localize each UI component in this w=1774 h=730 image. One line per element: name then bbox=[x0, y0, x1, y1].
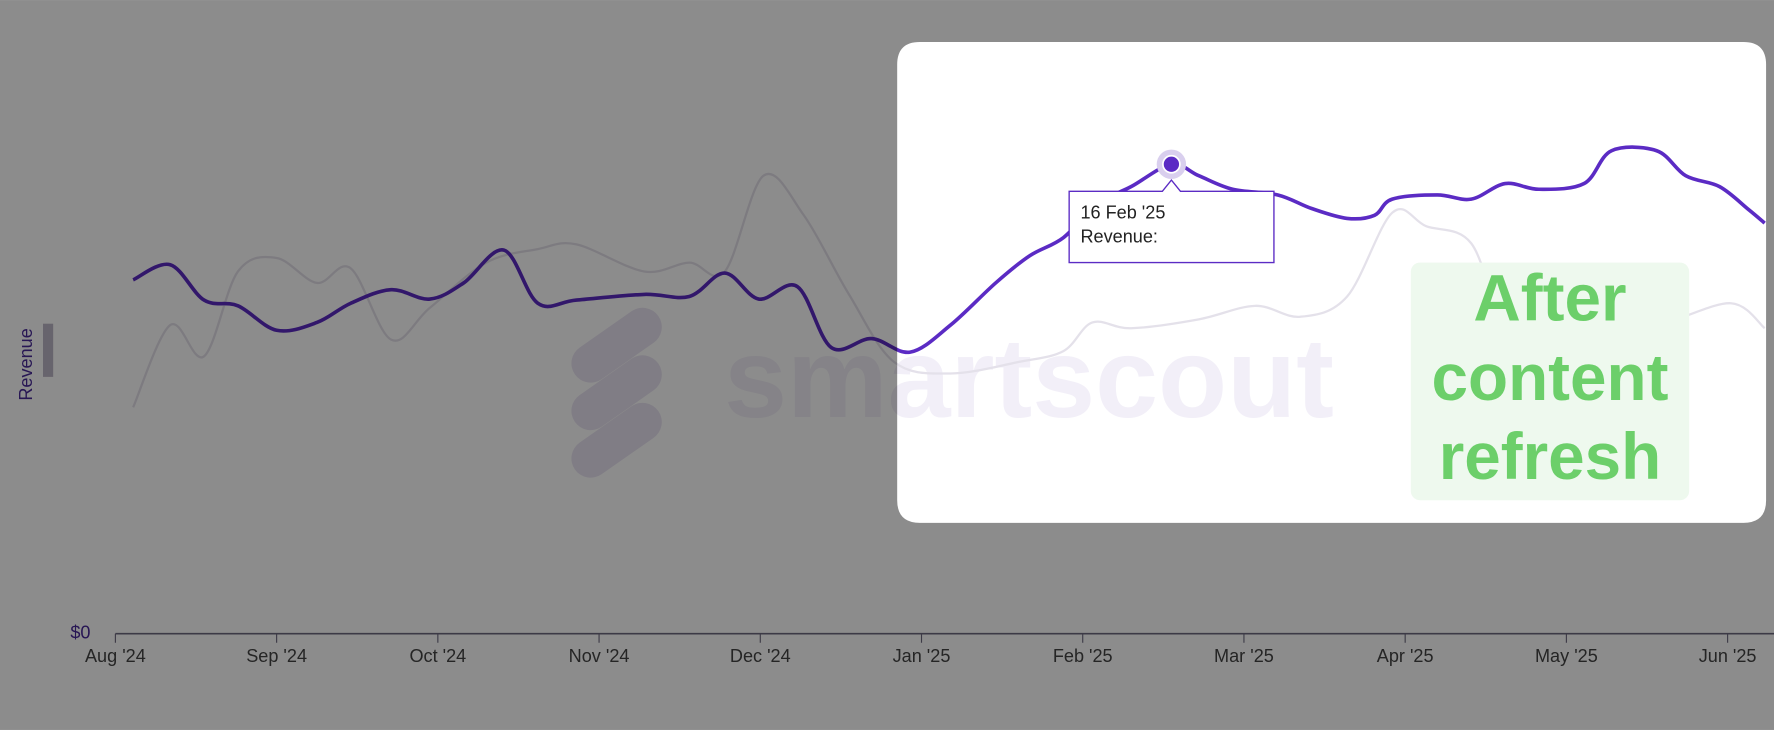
y-tick-label: $0 bbox=[70, 622, 90, 642]
x-tick-label: Jan '25 bbox=[893, 646, 951, 666]
tooltip-box bbox=[1068, 179, 1275, 264]
x-tick-label: Dec '24 bbox=[730, 646, 791, 666]
x-tick-label: Mar '25 bbox=[1214, 646, 1274, 666]
x-tick-label: Sep '24 bbox=[246, 646, 307, 666]
y-axis-label: Revenue bbox=[16, 328, 36, 400]
x-tick-label: Aug '24 bbox=[85, 646, 146, 666]
hover-point bbox=[1162, 154, 1181, 174]
tooltip-label: Revenue: bbox=[1080, 227, 1157, 247]
tooltip-date: 16 Feb '25 bbox=[1080, 203, 1165, 223]
series-line bbox=[132, 172, 1766, 408]
x-tick-label: Nov '24 bbox=[569, 646, 630, 666]
series-line bbox=[132, 145, 1766, 355]
y-scroll-indicator bbox=[42, 323, 54, 377]
annotation-background bbox=[1410, 262, 1690, 501]
annotation-text: content bbox=[1432, 341, 1669, 414]
plot-area: Aug '24 Sep '24 Oct '24 Nov '24 Dec '24 Jan '… bbox=[70, 145, 1774, 666]
x-tick-label: Oct '24 bbox=[409, 646, 466, 666]
x-tick-label: Apr '25 bbox=[1377, 646, 1434, 666]
x-tick-label: May '25 bbox=[1535, 646, 1598, 666]
watermark: smartscout bbox=[724, 315, 1334, 441]
annotation-text: After bbox=[1473, 262, 1626, 335]
x-tick-label: Jun '25 bbox=[1699, 646, 1757, 666]
annotation-text: refresh bbox=[1439, 420, 1661, 493]
watermark-logo bbox=[571, 307, 662, 478]
x-tick-label: Feb '25 bbox=[1053, 646, 1113, 666]
